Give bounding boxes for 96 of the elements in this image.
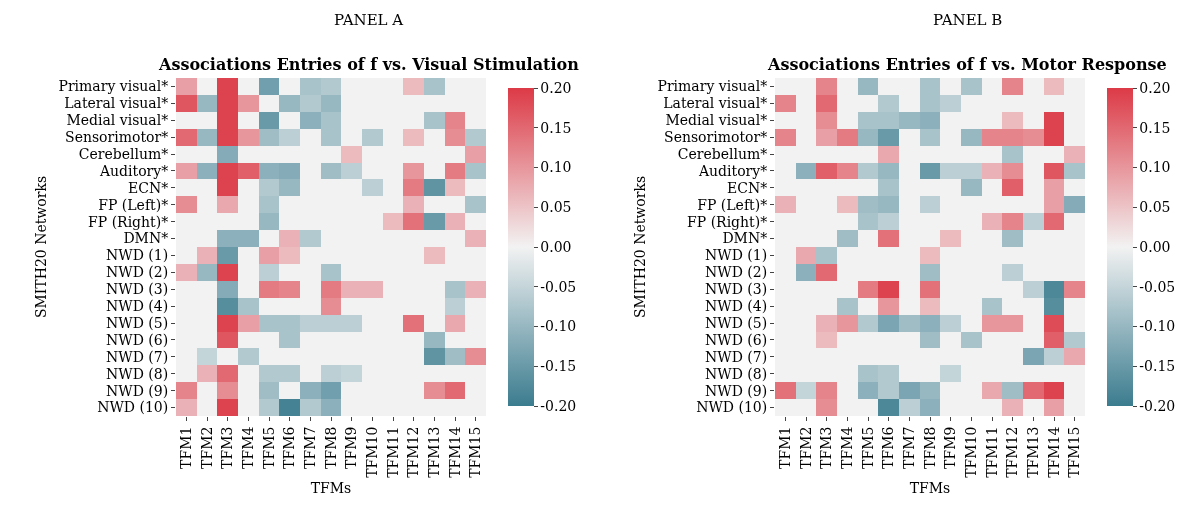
color-bar-label: -0.20 xyxy=(1139,397,1176,414)
y-tick-label: Cerebellum* xyxy=(677,145,768,162)
x-tick-label: TFM11 xyxy=(983,426,1000,478)
y-axis-title: SMITH20 Networks xyxy=(632,175,649,319)
x-tick-label: TFM3 xyxy=(818,426,835,469)
color-bar-label: 0.15 xyxy=(1139,119,1171,136)
x-tick-label: TFM7 xyxy=(301,426,318,469)
color-bar-label: -0.10 xyxy=(1139,318,1176,335)
y-tick-label: NWD (3) xyxy=(705,281,768,298)
x-tick-label: TFM14 xyxy=(1045,426,1062,478)
x-tick-label: TFM8 xyxy=(921,426,938,469)
y-tick-label: FP (Left)* xyxy=(98,196,169,213)
y-tick-label: Auditory* xyxy=(697,162,768,179)
color-bar-label: 0.20 xyxy=(540,79,572,96)
x-tick-label: TFM12 xyxy=(1004,426,1021,478)
x-tick-label: TFM1 xyxy=(776,426,793,469)
x-tick-label: TFM6 xyxy=(880,426,897,469)
y-tick-label: ECN* xyxy=(727,179,768,196)
y-tick-label: FP (Right)* xyxy=(88,213,169,230)
x-tick-label: TFM12 xyxy=(405,426,422,478)
x-tick-label: TFM2 xyxy=(198,426,215,469)
y-tick-label: NWD (9) xyxy=(705,382,768,399)
x-tick-label: TFM4 xyxy=(239,426,256,469)
x-tick-label: TFM1 xyxy=(177,426,194,469)
y-tick-label: NWD (6) xyxy=(705,331,768,348)
x-tick-label: TFM10 xyxy=(962,426,979,478)
y-tick-label: NWD (1) xyxy=(106,247,169,264)
color-bar-label: 0.00 xyxy=(540,238,572,255)
y-tick-label: NWD (8) xyxy=(705,365,768,382)
chart-subtitle: Associations Entries of f vs. Visual Stimulation xyxy=(158,55,580,74)
x-tick-label: TFM13 xyxy=(1024,426,1041,478)
x-tick-label: TFM2 xyxy=(797,426,814,469)
chart-title: PANEL A xyxy=(334,11,404,29)
y-tick-label: FP (Left)* xyxy=(697,196,768,213)
x-tick-label: TFM15 xyxy=(467,426,484,478)
color-bar-label: 0.10 xyxy=(540,159,572,176)
color-bar-label: -0.20 xyxy=(540,397,577,414)
x-tick-label: TFM7 xyxy=(900,426,917,469)
y-tick-label: ECN* xyxy=(128,179,169,196)
y-tick-label: NWD (8) xyxy=(106,365,169,382)
y-tick-label: Sensorimotor* xyxy=(664,129,768,146)
chart-title: PANEL B xyxy=(933,11,1003,29)
y-tick-label: NWD (2) xyxy=(705,264,768,281)
y-tick-label: Auditory* xyxy=(98,162,169,179)
y-tick-label: NWD (7) xyxy=(705,348,768,365)
color-bar-label: 0.00 xyxy=(1139,238,1171,255)
y-tick-label: NWD (2) xyxy=(106,264,169,281)
y-tick-label: NWD (1) xyxy=(705,247,768,264)
color-bar-label: 0.15 xyxy=(540,119,572,136)
y-tick-label: NWD (3) xyxy=(106,281,169,298)
y-tick-label: Lateral visual* xyxy=(64,95,169,112)
x-tick-label: TFM4 xyxy=(838,426,855,469)
x-tick-label: TFM5 xyxy=(260,426,277,469)
y-tick-label: FP (Right)* xyxy=(687,213,768,230)
y-tick-label: NWD (4) xyxy=(705,298,768,315)
color-bar-label: 0.10 xyxy=(1139,159,1171,176)
x-tick-label: TFM15 xyxy=(1066,426,1083,478)
y-tick-label: NWD (4) xyxy=(106,298,169,315)
y-tick-label: NWD (5) xyxy=(106,314,169,331)
y-tick-label: Cerebellum* xyxy=(78,145,169,162)
y-tick-label: Primary visual* xyxy=(58,78,169,95)
x-tick-label: TFM8 xyxy=(322,426,339,469)
y-tick-label: Primary visual* xyxy=(657,78,768,95)
color-bar-label: -0.15 xyxy=(1139,358,1176,375)
color-bar-label: -0.15 xyxy=(540,358,577,375)
x-tick-label: TFM6 xyxy=(281,426,298,469)
x-tick-label: TFM3 xyxy=(219,426,236,469)
y-tick-label: DMN* xyxy=(123,230,169,247)
x-tick-label: TFM5 xyxy=(859,426,876,469)
x-axis-title: TFMs xyxy=(909,480,951,497)
color-bar-label: 0.05 xyxy=(540,199,572,216)
y-tick-label: Sensorimotor* xyxy=(65,129,169,146)
color-bar-label: 0.05 xyxy=(1139,199,1171,216)
color-bar-label: 0.20 xyxy=(1139,79,1171,96)
y-tick-label: NWD (5) xyxy=(705,314,768,331)
x-tick-label: TFM9 xyxy=(942,426,959,469)
y-tick-label: Lateral visual* xyxy=(663,95,768,112)
y-tick-label: DMN* xyxy=(722,230,768,247)
chart-subtitle: Associations Entries of f vs. Motor Response xyxy=(767,55,1167,74)
y-axis-title: SMITH20 Networks xyxy=(33,175,50,319)
x-tick-label: TFM9 xyxy=(343,426,360,469)
x-tick-label: TFM11 xyxy=(384,426,401,478)
color-bar-label: -0.05 xyxy=(540,278,577,295)
y-tick-label: NWD (10) xyxy=(696,399,768,416)
x-tick-label: TFM13 xyxy=(425,426,442,478)
x-axis-title: TFMs xyxy=(310,480,352,497)
color-bar-label: -0.10 xyxy=(540,318,577,335)
color-bar-label: -0.05 xyxy=(1139,278,1176,295)
y-tick-label: Medial visual* xyxy=(665,112,768,129)
x-tick-label: TFM10 xyxy=(363,426,380,478)
y-tick-label: Medial visual* xyxy=(66,112,169,129)
y-tick-label: NWD (9) xyxy=(106,382,169,399)
x-tick-label: TFM14 xyxy=(446,426,463,478)
y-tick-label: NWD (7) xyxy=(106,348,169,365)
y-tick-label: NWD (10) xyxy=(97,399,169,416)
y-tick-label: NWD (6) xyxy=(106,331,169,348)
